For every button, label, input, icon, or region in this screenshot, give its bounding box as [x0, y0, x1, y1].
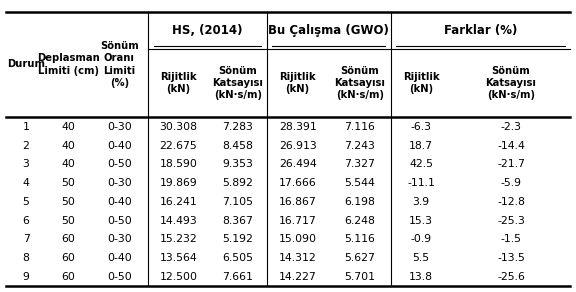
Text: 18.590: 18.590 [160, 159, 198, 169]
Text: 7.327: 7.327 [344, 159, 375, 169]
Text: Sönüm
Katsayısı
(kN·s/m): Sönüm Katsayısı (kN·s/m) [213, 66, 263, 100]
Text: 7.105: 7.105 [222, 197, 253, 207]
Text: Sönüm
Oranı
Limiti
(%): Sönüm Oranı Limiti (%) [100, 41, 139, 88]
Text: -5.9: -5.9 [501, 178, 521, 188]
Text: 5.627: 5.627 [344, 253, 375, 263]
Text: 5.5: 5.5 [412, 253, 430, 263]
Text: -1.5: -1.5 [501, 234, 521, 244]
Text: -14.4: -14.4 [497, 140, 525, 150]
Text: Bu Çalışma (GWO): Bu Çalışma (GWO) [268, 24, 389, 36]
Text: 3: 3 [22, 159, 29, 169]
Text: 16.241: 16.241 [160, 197, 198, 207]
Text: 60: 60 [62, 234, 75, 244]
Text: 7.661: 7.661 [222, 272, 253, 282]
Text: 19.869: 19.869 [160, 178, 198, 188]
Text: Rijitlik
(kN): Rijitlik (kN) [279, 72, 316, 94]
Text: 50: 50 [62, 178, 75, 188]
Text: 0-30: 0-30 [107, 234, 131, 244]
Text: 7.243: 7.243 [344, 140, 375, 150]
Text: 13.8: 13.8 [409, 272, 433, 282]
Text: 50: 50 [62, 197, 75, 207]
Text: 14.312: 14.312 [279, 253, 316, 263]
Text: 0-30: 0-30 [107, 122, 131, 132]
Text: 5.892: 5.892 [222, 178, 253, 188]
Text: -13.5: -13.5 [497, 253, 525, 263]
Text: HS, (2014): HS, (2014) [172, 24, 242, 36]
Text: 40: 40 [62, 140, 75, 150]
Text: Deplasman
Limiti (cm): Deplasman Limiti (cm) [37, 53, 100, 76]
Text: 0-40: 0-40 [107, 197, 131, 207]
Text: Sönüm
Katsayısı
(kN·s/m): Sönüm Katsayısı (kN·s/m) [486, 66, 536, 100]
Text: 5.544: 5.544 [344, 178, 375, 188]
Text: 15.090: 15.090 [279, 234, 317, 244]
Text: 16.867: 16.867 [279, 197, 316, 207]
Text: Sönüm
Katsayısı
(kN·s/m): Sönüm Katsayısı (kN·s/m) [334, 66, 385, 100]
Text: 6.248: 6.248 [344, 215, 375, 225]
Text: -12.8: -12.8 [497, 197, 525, 207]
Text: 0-50: 0-50 [107, 215, 131, 225]
Text: 13.564: 13.564 [160, 253, 198, 263]
Text: -2.3: -2.3 [501, 122, 521, 132]
Text: 26.913: 26.913 [279, 140, 316, 150]
Text: 22.675: 22.675 [160, 140, 198, 150]
Text: 4: 4 [22, 178, 29, 188]
Text: 8.367: 8.367 [222, 215, 253, 225]
Text: 6: 6 [22, 215, 29, 225]
Text: 60: 60 [62, 253, 75, 263]
Text: Durum: Durum [7, 60, 45, 69]
Text: 8: 8 [22, 253, 29, 263]
Text: -21.7: -21.7 [497, 159, 525, 169]
Text: 16.717: 16.717 [279, 215, 316, 225]
Text: 7.116: 7.116 [344, 122, 375, 132]
Text: 9: 9 [22, 272, 29, 282]
Text: 5: 5 [22, 197, 29, 207]
Text: 42.5: 42.5 [409, 159, 433, 169]
Text: -0.9: -0.9 [411, 234, 432, 244]
Text: 0-40: 0-40 [107, 253, 131, 263]
Text: 0-40: 0-40 [107, 140, 131, 150]
Text: 40: 40 [62, 122, 75, 132]
Text: -11.1: -11.1 [407, 178, 435, 188]
Text: 2: 2 [22, 140, 29, 150]
Text: 5.116: 5.116 [344, 234, 375, 244]
Text: 26.494: 26.494 [279, 159, 316, 169]
Text: 60: 60 [62, 272, 75, 282]
Text: Rijitlik
(kN): Rijitlik (kN) [160, 72, 197, 94]
Text: 6.198: 6.198 [344, 197, 375, 207]
Text: 50: 50 [62, 215, 75, 225]
Text: 14.227: 14.227 [279, 272, 316, 282]
Text: 5.192: 5.192 [222, 234, 253, 244]
Text: 6.505: 6.505 [222, 253, 253, 263]
Text: 8.458: 8.458 [222, 140, 253, 150]
Text: Farklar (%): Farklar (%) [444, 24, 517, 36]
Text: 12.500: 12.500 [160, 272, 198, 282]
Text: 1: 1 [22, 122, 29, 132]
Text: 40: 40 [62, 159, 75, 169]
Text: 7: 7 [22, 234, 29, 244]
Text: 0-50: 0-50 [107, 159, 131, 169]
Text: 0-50: 0-50 [107, 272, 131, 282]
Text: 28.391: 28.391 [279, 122, 316, 132]
Text: 3.9: 3.9 [412, 197, 430, 207]
Text: 7.283: 7.283 [222, 122, 253, 132]
Text: 14.493: 14.493 [160, 215, 198, 225]
Text: 9.353: 9.353 [222, 159, 253, 169]
Text: 17.666: 17.666 [279, 178, 316, 188]
Text: 0-30: 0-30 [107, 178, 131, 188]
Text: 15.232: 15.232 [160, 234, 198, 244]
Text: 18.7: 18.7 [409, 140, 433, 150]
Text: 30.308: 30.308 [160, 122, 198, 132]
Text: Rijitlik
(kN): Rijitlik (kN) [403, 72, 439, 94]
Text: -25.6: -25.6 [497, 272, 525, 282]
Text: -25.3: -25.3 [497, 215, 525, 225]
Text: 5.701: 5.701 [344, 272, 375, 282]
Text: -6.3: -6.3 [411, 122, 432, 132]
Text: 15.3: 15.3 [409, 215, 433, 225]
